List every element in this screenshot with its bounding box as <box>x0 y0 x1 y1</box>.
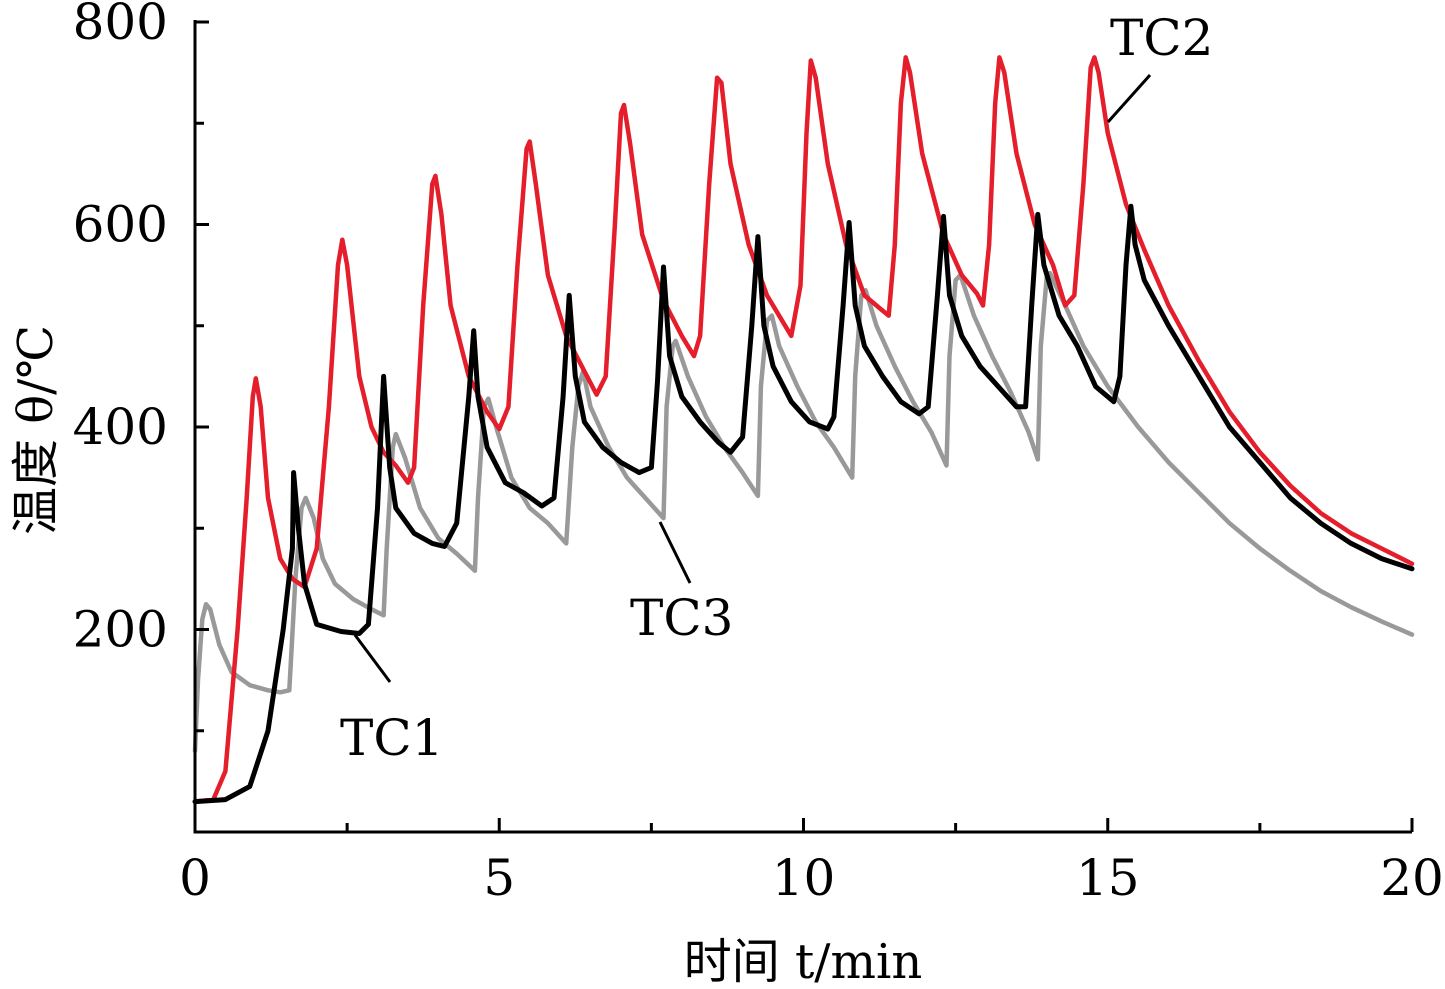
series-annotations: TC1 TC2 TC3 <box>340 9 1213 767</box>
tc2-leader-line <box>1106 74 1152 123</box>
x-tick-label: 0 <box>179 849 211 907</box>
x-tick-label: 15 <box>1076 849 1140 907</box>
series-line-tc2 <box>192 55 1415 804</box>
y-axis-title: 温度 θ/℃ <box>8 325 64 535</box>
tc1-leader-line <box>353 634 392 683</box>
tc1-label: TC1 <box>340 709 443 767</box>
series-line-tc3 <box>192 270 1415 754</box>
ticks <box>193 20 1414 832</box>
x-tick-label: 20 <box>1380 849 1444 907</box>
x-tick-label: 10 <box>772 849 836 907</box>
y-tick-label: 200 <box>73 601 168 659</box>
tc3-label: TC3 <box>630 589 733 647</box>
y-tick-label: 400 <box>73 398 168 456</box>
tc3-leader-line <box>658 521 692 584</box>
y-tick-label: 800 <box>73 0 168 51</box>
x-tick-label: 5 <box>483 849 515 907</box>
tick-labels: 0 5 10 15 20 200 400 600 800 <box>73 0 1444 907</box>
series-line-tc1 <box>192 203 1415 805</box>
y-tick-label: 600 <box>73 196 168 254</box>
x-axis-title: 时间 t/min <box>684 934 923 989</box>
series-layer <box>192 55 1415 805</box>
tc2-label: TC2 <box>1110 9 1213 67</box>
